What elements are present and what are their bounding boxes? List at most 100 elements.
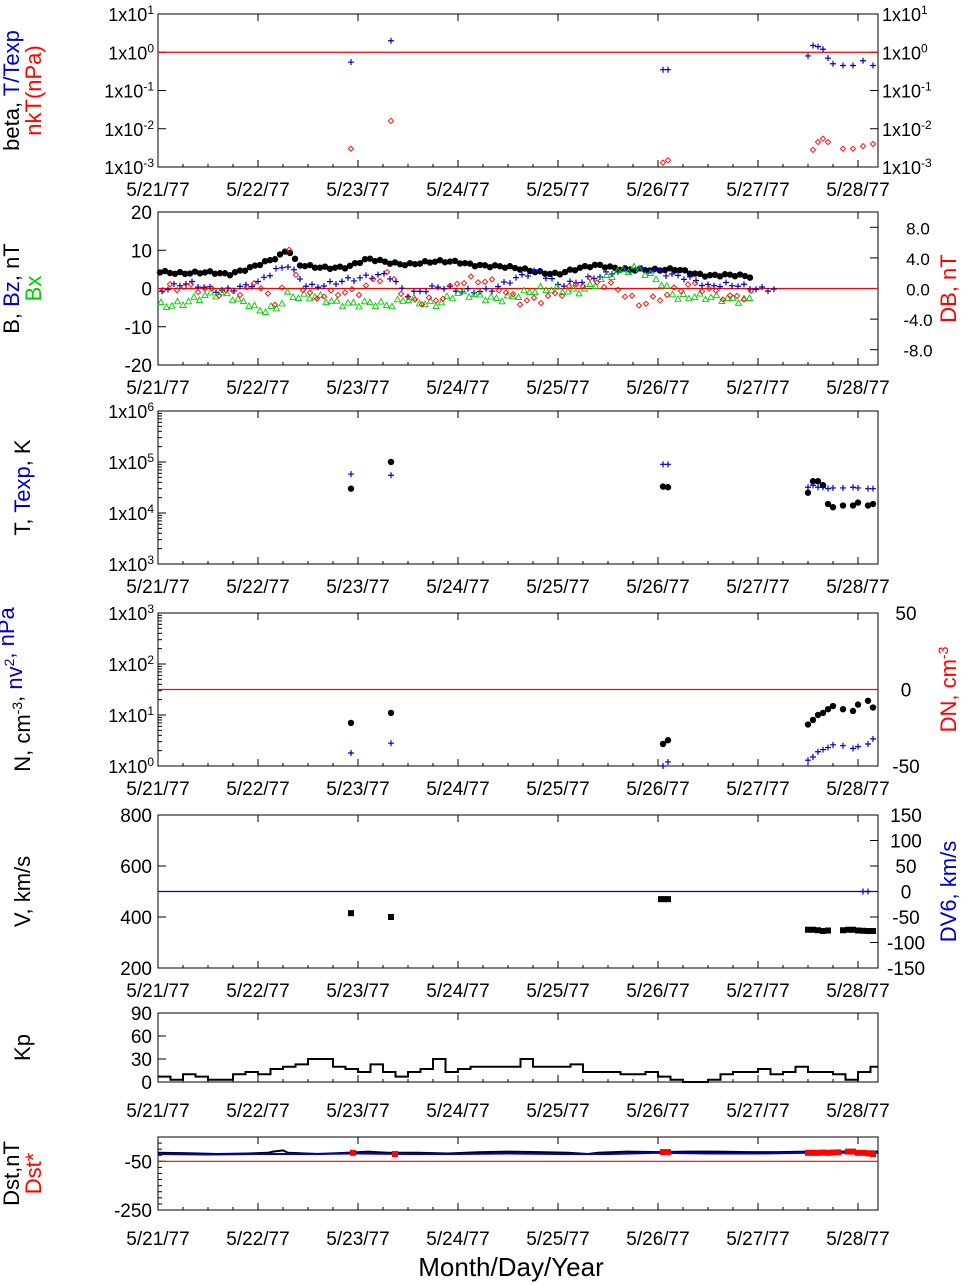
bfield-point <box>162 302 171 310</box>
velocity-point <box>845 926 851 933</box>
velocity-point <box>388 914 394 920</box>
bfield-point <box>377 297 385 305</box>
bfield-point <box>753 286 759 293</box>
velocity-series-blue <box>860 888 871 895</box>
bfield-point <box>454 289 462 296</box>
density-point <box>388 740 394 747</box>
bfield-point <box>501 278 507 285</box>
bfield-ytick-right-label: 0.0 <box>906 281 930 300</box>
kp-series-black <box>158 1058 878 1083</box>
bfield-point <box>723 279 729 286</box>
bfield-point <box>206 268 214 275</box>
bfield-point <box>459 287 468 295</box>
density-xtick-label: 5/28/77 <box>826 779 889 800</box>
bfield-point <box>621 293 629 300</box>
bfield-point <box>470 289 479 297</box>
bfield-xtick-label: 5/24/77 <box>426 378 489 399</box>
beta-ytick-right-label: 1x10-2 <box>882 118 932 140</box>
bfield-point <box>690 292 699 300</box>
dst-xtick-label: 5/21/77 <box>126 1229 189 1250</box>
bfield-point <box>745 294 754 301</box>
bfield-point <box>591 261 599 269</box>
dst-point <box>820 1149 826 1156</box>
temp-point <box>840 484 846 491</box>
bfield-point <box>561 268 569 276</box>
temp-point <box>825 485 831 492</box>
bfield-point <box>401 262 409 269</box>
bfield-point <box>597 275 605 283</box>
bfield-point <box>179 301 187 309</box>
bfield-point <box>228 296 237 304</box>
bfield-point <box>635 264 644 272</box>
bfield-point <box>396 261 404 268</box>
temp-point <box>850 484 856 491</box>
bfield-point <box>506 263 514 270</box>
dst-ylabel-line2: Dst* <box>21 1152 46 1194</box>
density-series-blue <box>348 735 876 769</box>
beta-point <box>830 60 836 67</box>
bfield-point <box>641 271 649 278</box>
bfield-point <box>249 283 255 290</box>
beta-ytick-right-label: 1x100 <box>882 41 928 63</box>
bfield-point <box>273 265 279 272</box>
bfield-point <box>628 292 636 299</box>
bfield-point <box>236 291 244 299</box>
bfield-point <box>556 271 564 278</box>
panel-dst: 5/21/77 5/22/77 5/23/77 5/24/77 5/25/77 5/26/… <box>0 1136 890 1250</box>
velocity-point <box>825 927 831 934</box>
bfield-point <box>706 271 714 279</box>
bfield-point <box>333 296 341 304</box>
bfield-point <box>711 282 717 289</box>
dst-xtick-label: 5/28/77 <box>826 1229 889 1250</box>
bfield-point <box>415 299 424 307</box>
dst-point <box>860 1149 866 1156</box>
bfield-point <box>544 292 552 300</box>
beta-xtick-label: 5/27/77 <box>726 180 789 201</box>
dst-point <box>810 1149 816 1156</box>
density-ytick-right-label: 0 <box>901 681 912 702</box>
bfield-point <box>376 256 384 264</box>
density-ytick-left-label: 1x101 <box>108 704 154 726</box>
bfield-xtick-label: 5/25/77 <box>526 378 589 399</box>
beta-xtick-label: 5/25/77 <box>526 180 589 201</box>
temp-point <box>804 489 812 496</box>
bfield-point <box>759 283 765 290</box>
beta-xtick-label: 5/24/77 <box>426 180 489 201</box>
bfield-point <box>236 267 244 274</box>
bfield-point <box>327 278 333 285</box>
bfield-point <box>549 275 555 282</box>
dst-point <box>835 1149 841 1156</box>
bfield-ytick-right-label: 8.0 <box>906 219 930 238</box>
bfield-point <box>375 271 381 278</box>
bfield-point <box>471 262 479 270</box>
bfield-point <box>441 259 449 266</box>
bfield-point <box>255 278 261 285</box>
bfield-point <box>719 296 727 303</box>
bfield-point <box>572 281 580 288</box>
bfield-point <box>451 257 459 265</box>
beta-point <box>348 59 354 66</box>
bfield-point <box>546 270 554 278</box>
bfield-point <box>486 263 494 271</box>
bfield-point <box>426 259 434 266</box>
bfield-point <box>246 263 254 271</box>
bfield-point <box>734 298 743 306</box>
beta-frame <box>157 13 879 168</box>
bfield-point <box>675 272 681 279</box>
bfield-point <box>356 259 364 267</box>
bfield-point <box>186 270 194 277</box>
bfield-point <box>366 298 374 306</box>
bfield-point <box>576 264 584 271</box>
velocity-xtick-label: 5/23/77 <box>326 981 389 1002</box>
kp-ytick-left-label: 90 <box>131 1004 152 1025</box>
bfield-point <box>657 267 663 274</box>
velocity-ytick-right-label: 150 <box>890 806 922 827</box>
bfield-point <box>429 282 435 289</box>
temp-xtick-label: 5/25/77 <box>526 577 589 598</box>
bfield-point <box>501 264 509 271</box>
bfield-point <box>731 272 739 280</box>
kp-xtick-label: 5/22/77 <box>226 1101 289 1122</box>
bfield-point <box>509 292 517 300</box>
temp-point <box>805 484 811 491</box>
temp-point <box>388 472 394 479</box>
